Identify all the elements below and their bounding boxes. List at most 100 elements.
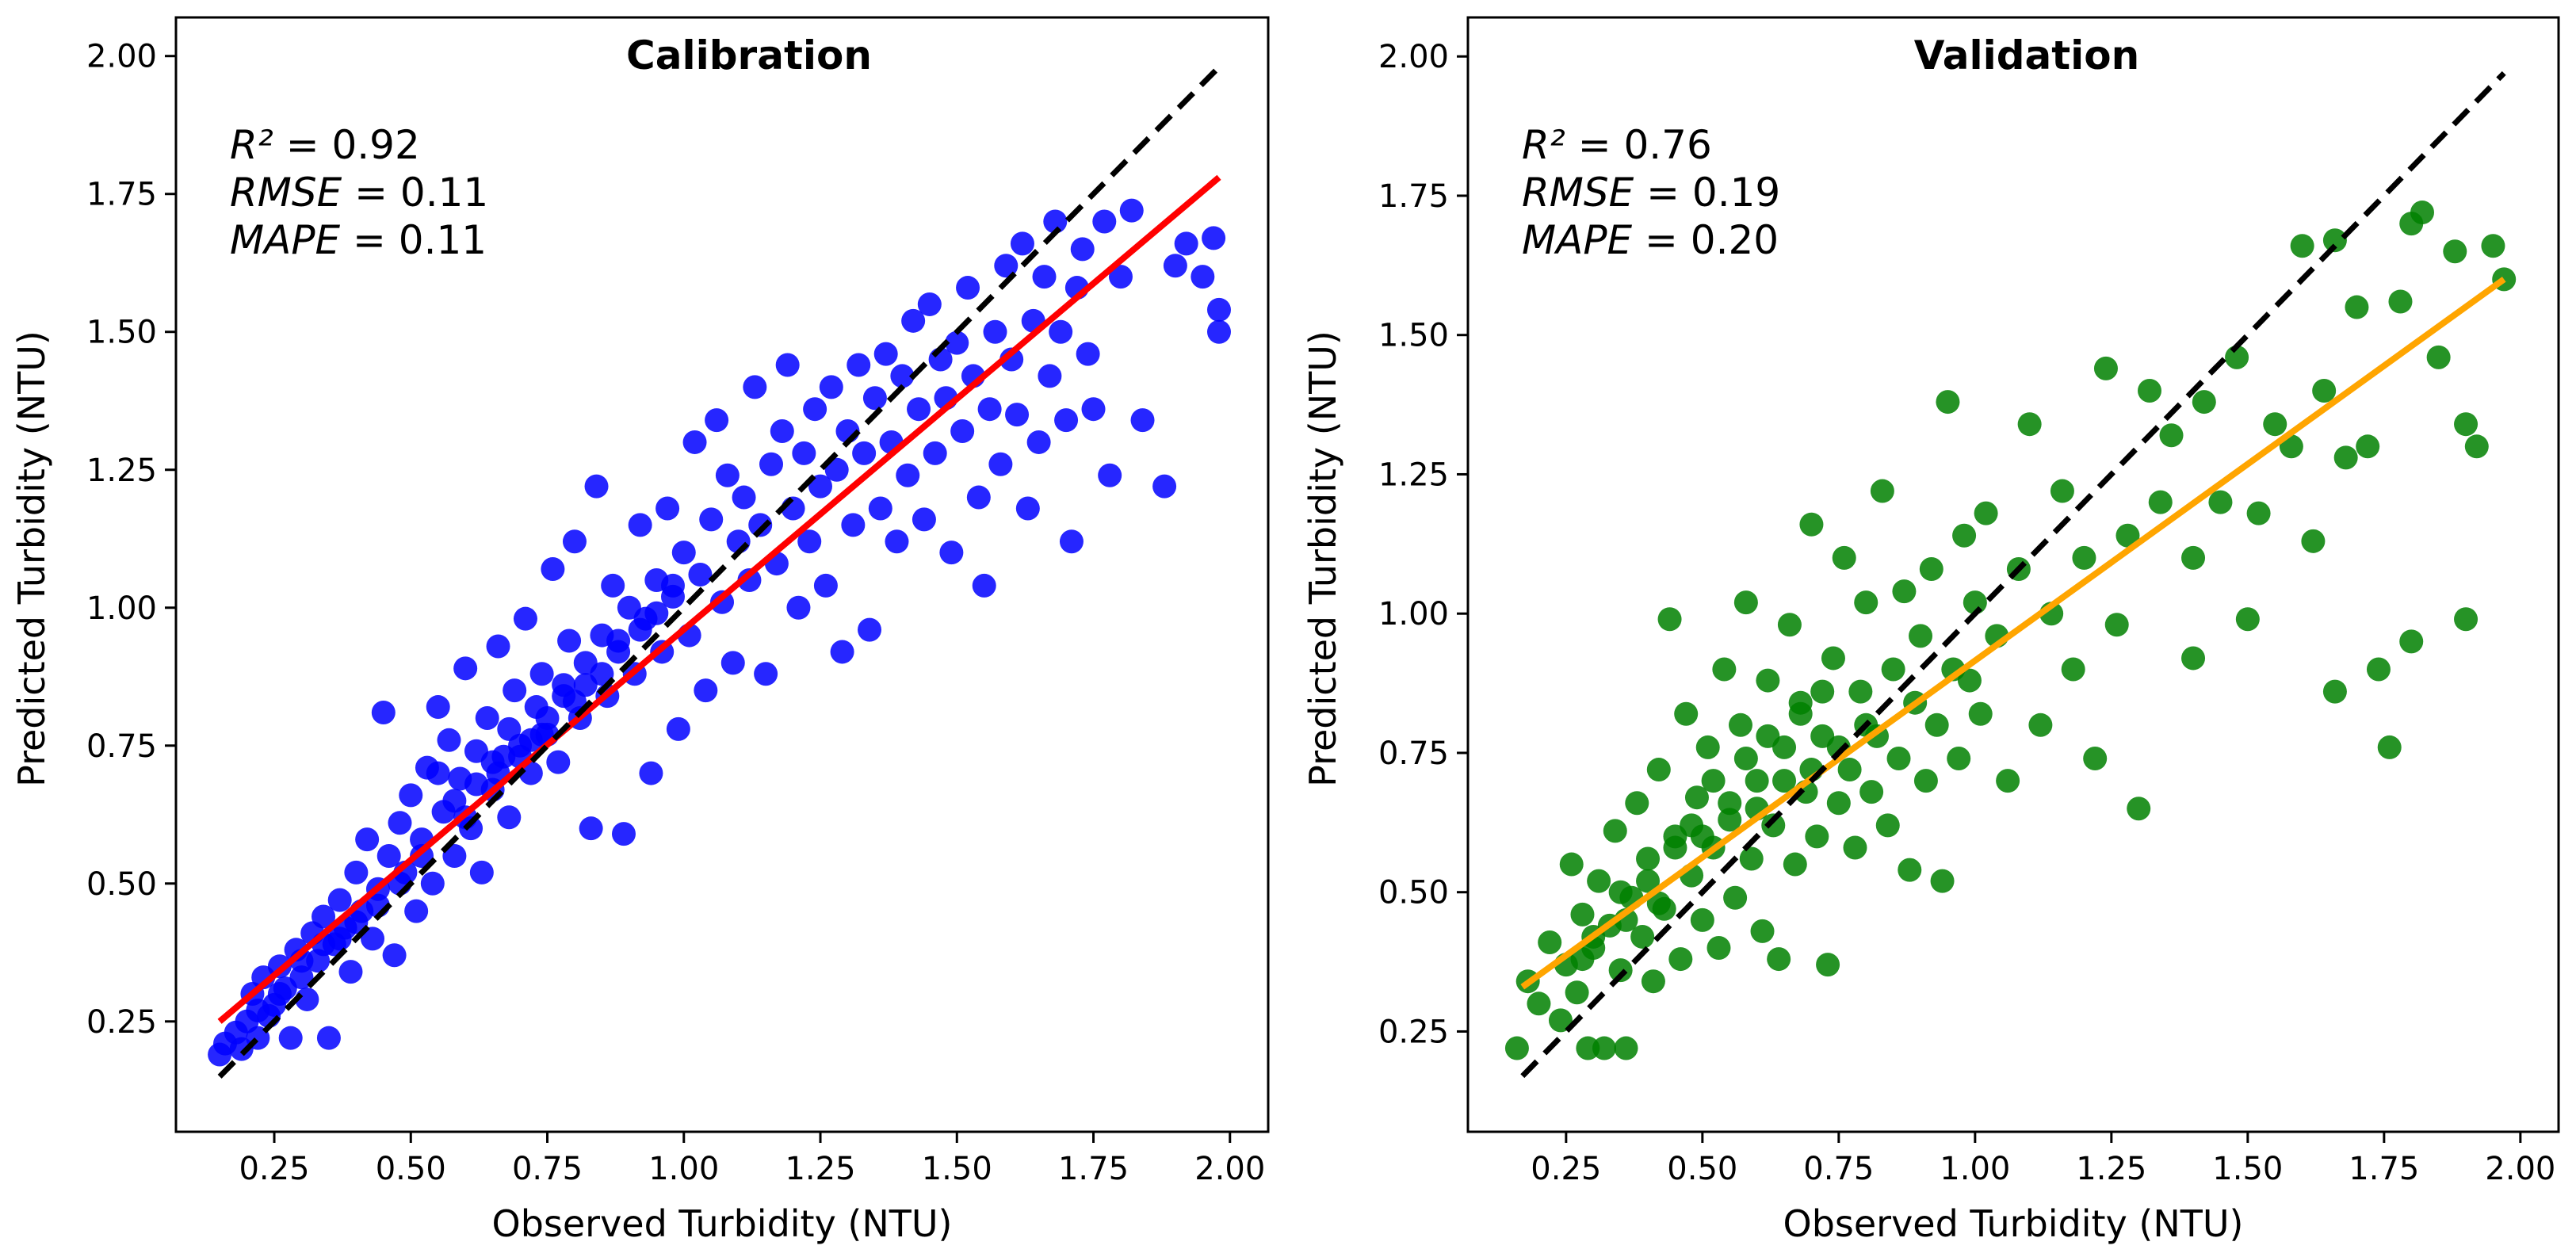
data-point — [2312, 379, 2337, 403]
x-tick-label: 0.25 — [1531, 1151, 1601, 1187]
data-point — [1657, 607, 1682, 632]
data-point — [1963, 590, 1987, 615]
data-point — [1875, 813, 1900, 838]
data-point — [278, 1026, 303, 1050]
data-point — [1608, 958, 1633, 983]
data-point — [2454, 412, 2479, 437]
x-tick-label: 1.00 — [1940, 1151, 2010, 1187]
data-point — [2208, 490, 2233, 514]
data-point — [1826, 791, 1851, 816]
data-point — [1930, 869, 1955, 893]
data-point — [956, 276, 980, 300]
scatter-points — [208, 198, 1231, 1067]
stat-annotation: R² = 0.92 — [230, 122, 420, 168]
x-tick-label: 1.75 — [2349, 1151, 2419, 1187]
data-point — [267, 981, 292, 1006]
x-axis-label: Observed Turbidity (NTU) — [491, 1202, 952, 1245]
data-point — [1729, 713, 1752, 737]
data-point — [388, 811, 412, 835]
data-point — [792, 441, 816, 465]
data-point — [2443, 239, 2467, 264]
data-point — [1848, 679, 1873, 704]
x-tick-label: 1.50 — [2212, 1151, 2283, 1187]
data-point — [1816, 953, 1840, 977]
data-point — [945, 330, 969, 355]
data-point — [420, 871, 445, 896]
data-point — [1756, 724, 1780, 748]
data-point — [437, 728, 461, 752]
data-point — [1919, 556, 1943, 581]
data-point — [464, 772, 488, 797]
data-point — [2322, 679, 2347, 704]
data-point — [295, 987, 319, 1011]
data-point — [715, 463, 740, 487]
data-point — [1538, 930, 1562, 954]
stat-annotation: RMSE = 0.19 — [1522, 170, 1780, 216]
data-point — [2061, 657, 2085, 682]
data-point — [688, 563, 713, 586]
data-point — [770, 419, 794, 444]
data-point — [1772, 769, 1797, 793]
data-point — [2181, 646, 2206, 671]
data-point — [1733, 746, 1758, 770]
data-point — [426, 695, 450, 720]
data-point — [1843, 835, 1867, 860]
data-point — [2426, 345, 2451, 369]
data-point — [1608, 880, 1633, 904]
identity-line — [217, 65, 1221, 1079]
data-point — [1098, 463, 1122, 487]
data-point — [939, 541, 964, 565]
stat-annotation: R² = 0.76 — [1522, 122, 1712, 168]
x-tick-label: 0.50 — [376, 1151, 446, 1187]
plot-frame — [1466, 16, 2560, 1133]
y-tick-label: 0.75 — [86, 728, 157, 765]
data-point — [1092, 209, 1117, 234]
data-point — [611, 822, 636, 846]
data-point — [1668, 947, 1693, 972]
data-point — [344, 910, 369, 934]
x-tick-label: 0.25 — [239, 1151, 309, 1187]
data-point — [2322, 228, 2347, 253]
data-point — [311, 904, 336, 929]
data-point — [562, 529, 587, 554]
data-point — [497, 805, 522, 830]
data-point — [720, 651, 745, 675]
x-tick-label: 1.00 — [648, 1151, 719, 1187]
data-point — [1909, 624, 1933, 648]
data-point — [803, 397, 827, 422]
y-tick-label: 1.50 — [86, 315, 157, 351]
data-point — [2159, 423, 2184, 448]
data-point — [847, 353, 871, 377]
data-point — [2017, 412, 2042, 437]
data-point — [644, 601, 669, 625]
data-point — [529, 662, 554, 686]
data-point — [1636, 846, 1661, 871]
data-point — [1707, 936, 1731, 961]
data-point — [590, 662, 614, 686]
data-point — [1108, 265, 1133, 289]
data-point — [1832, 545, 1856, 570]
data-point — [1723, 885, 1748, 910]
y-tick-label: 1.75 — [86, 177, 157, 213]
data-point — [743, 375, 767, 399]
data-point — [1565, 980, 1589, 1005]
data-point — [1996, 769, 2020, 793]
data-point — [2399, 629, 2424, 654]
data-point — [694, 678, 718, 703]
y-axis-label: Predicted Turbidity (NTU) — [10, 330, 53, 787]
data-point — [628, 513, 652, 537]
data-point — [327, 927, 352, 951]
data-point — [1745, 769, 1769, 793]
regression-line — [1520, 277, 2506, 990]
data-point — [1191, 265, 1215, 289]
y-tick-label: 1.25 — [1378, 457, 1449, 493]
data-point — [1854, 590, 1878, 615]
data-point — [896, 463, 920, 487]
data-point — [655, 496, 680, 521]
data-point — [2138, 379, 2161, 403]
data-point — [999, 347, 1024, 372]
x-tick-label: 0.75 — [1803, 1151, 1874, 1187]
data-point — [628, 617, 652, 642]
y-tick-label: 2.00 — [1378, 39, 1449, 75]
